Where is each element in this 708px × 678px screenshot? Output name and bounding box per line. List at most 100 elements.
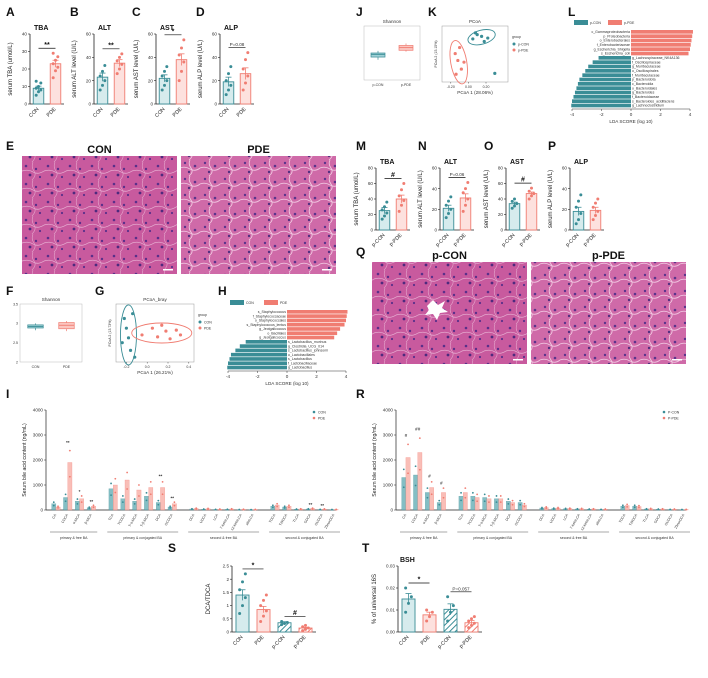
- x-tick-label: TCA: [108, 513, 115, 522]
- point-CON: [120, 341, 124, 345]
- data-point: [182, 38, 186, 42]
- data-point: [430, 480, 433, 483]
- lda-label: g_Lactobacillus: [288, 366, 312, 370]
- data-point: [397, 209, 401, 213]
- y-tick-label: 0.01: [386, 608, 395, 613]
- bar-PDE: [124, 479, 130, 511]
- x-tick-label: 12-ketoLCA: [230, 513, 243, 532]
- point-p-PDE: [459, 67, 463, 71]
- group-label: primary & free BA: [60, 536, 88, 540]
- data-point: [545, 505, 548, 508]
- y-axis-label: serum ALP level (U/L): [198, 40, 204, 98]
- chart-R: 0 1000 2000 3000 4000 Serum bile acid content…: [372, 408, 690, 540]
- data-point: [243, 596, 247, 600]
- sig-mark: P=0.057: [452, 586, 470, 591]
- bar-PDE: [67, 462, 73, 511]
- lda-label: g_Lachnospiraceae_NK4A136: [632, 56, 680, 60]
- lda-label: s_Bacteroides_acidifaciens: [632, 99, 675, 103]
- data-point: [495, 501, 498, 504]
- data-point: [649, 508, 652, 511]
- sig-mark: *: [418, 577, 421, 584]
- data-point: [92, 504, 95, 507]
- panel-label-J: J: [356, 5, 363, 19]
- y-tick-label: 1000: [33, 483, 44, 488]
- data-point: [380, 208, 384, 212]
- y-tick-label: 60: [432, 166, 438, 171]
- y-axis-label: PCoA 2 (15.15%): [434, 40, 438, 67]
- y-tick-label: 20: [86, 78, 92, 83]
- chart-title: ALP: [574, 159, 588, 166]
- data-point: [552, 508, 555, 510]
- chart-title: AST: [160, 25, 175, 32]
- data-point: [319, 508, 322, 511]
- y-tick-label: 80: [498, 166, 504, 171]
- data-point: [280, 623, 284, 627]
- data-point: [461, 209, 465, 213]
- x-tick-label: 4: [345, 374, 348, 379]
- lda-label: o_Bacteroidales: [632, 86, 657, 90]
- sig-mark: #: [391, 172, 395, 179]
- y-tick-label: 0: [564, 228, 567, 233]
- lda-label: o_Lactobacillales: [288, 353, 315, 357]
- x-tick-label: 23norDCA: [674, 513, 686, 530]
- data-point: [169, 507, 172, 509]
- x-tick-label: PDE: [420, 634, 432, 646]
- panel-label-S: S: [168, 541, 176, 555]
- y-tick-label: 3000: [383, 433, 394, 438]
- data-point: [306, 626, 310, 630]
- bar-P-PDE: [405, 457, 411, 511]
- y-tick-label: 2.5: [223, 564, 230, 569]
- data-point: [121, 501, 124, 504]
- y-axis-label: serum TBA (umol/L): [8, 42, 14, 95]
- data-point: [280, 619, 284, 623]
- micrograph-CON: [22, 156, 177, 274]
- data-point: [574, 205, 578, 209]
- x-tick-label: 0.20: [483, 85, 490, 89]
- x-tick-label: p-PDE: [452, 232, 467, 247]
- point-CON: [128, 348, 133, 352]
- y-tick-label: 3.5: [13, 302, 18, 306]
- scale-bar: [322, 269, 332, 271]
- lda-label: g_Clostridia_UCG_014: [288, 344, 324, 348]
- data-point: [163, 69, 166, 73]
- data-point: [169, 505, 172, 508]
- bar-p-CON: [508, 203, 521, 231]
- data-point: [52, 501, 55, 504]
- x-tick-label: PDE: [110, 106, 122, 118]
- data-point: [160, 88, 164, 92]
- data-point: [264, 609, 268, 613]
- panel-label-G: G: [95, 284, 104, 298]
- x-tick-label: CON: [154, 106, 167, 119]
- data-point: [163, 83, 166, 87]
- legend-marker: [512, 48, 516, 52]
- y-axis-label: serum ALP level (U/L): [548, 170, 554, 228]
- micrograph-label: p-PDE: [592, 250, 625, 262]
- point-CON: [126, 336, 131, 340]
- point-CON: [124, 326, 128, 330]
- sig-mark: **: [320, 503, 324, 508]
- data-point: [195, 508, 198, 510]
- data-point: [402, 486, 405, 489]
- chart-P: 0 20 40 60 serum ALP level (U/L) ALP p-CON p-PD…: [548, 159, 604, 248]
- sig-mark: #: [521, 177, 525, 184]
- plot-frame: [19, 303, 83, 363]
- data-point: [669, 508, 672, 511]
- x-tick-label: -2: [255, 374, 260, 379]
- data-point: [64, 493, 67, 496]
- data-point: [414, 484, 417, 487]
- group-ellipse: [131, 322, 193, 344]
- data-point: [80, 495, 83, 497]
- x-tick-label: CA: [51, 513, 57, 520]
- data-point: [449, 195, 453, 199]
- y-tick-label: 1: [226, 603, 229, 608]
- data-point: [464, 187, 467, 191]
- data-point: [426, 487, 429, 490]
- bar-PDE: [172, 503, 177, 511]
- sig-mark: **: [170, 496, 174, 501]
- lda-bar-neg: [579, 77, 631, 82]
- sig-mark: **: [66, 440, 70, 445]
- bar-P-PDE: [441, 492, 446, 511]
- data-point: [76, 498, 79, 500]
- y-tick-label: 4000: [383, 408, 394, 413]
- data-point: [519, 503, 522, 506]
